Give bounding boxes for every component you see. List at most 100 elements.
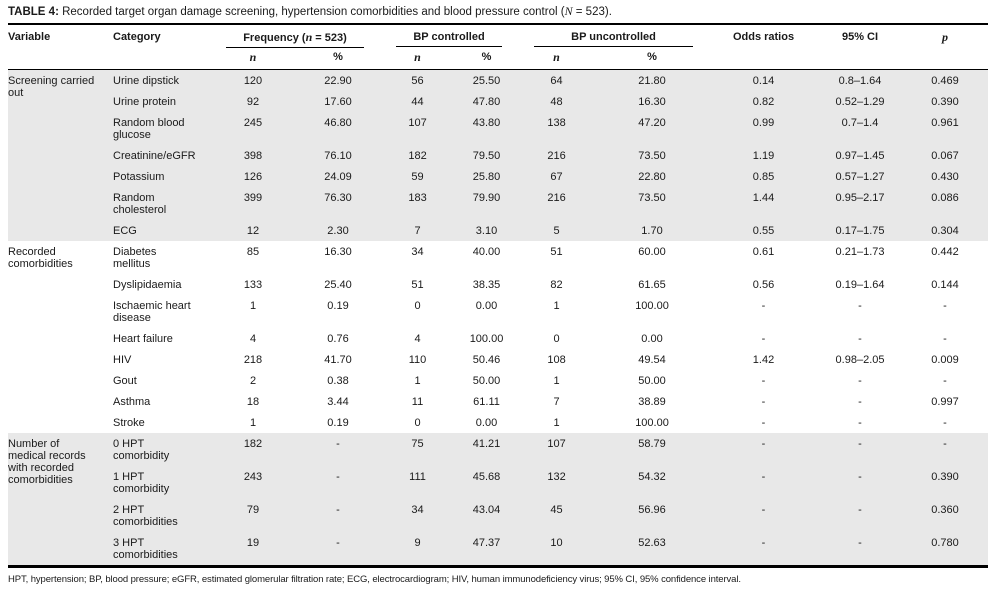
header-category: Category — [110, 25, 210, 70]
freq-n-cell: 19 — [210, 532, 296, 567]
table-row: Random blood glucose 245 46.80 107 43.80… — [8, 112, 989, 145]
variable-cell: Number of medical records with recorded … — [8, 433, 110, 567]
bp-controlled-pct-cell: 50.00 — [472, 375, 501, 387]
bp-controlled-n-cell: 59 — [380, 166, 456, 187]
p-cell: - — [902, 433, 989, 466]
header-row-sub: n % n % n % — [8, 48, 988, 70]
table-row: Dyslipidaemia 133 25.40 51 38.35 82 61.6… — [8, 274, 988, 295]
bp-controlled-group-underline — [396, 46, 503, 47]
ci-cell: 0.97–1.45 — [818, 145, 903, 166]
bp-controlled-n-cell: 34 — [380, 499, 456, 532]
freq-n-cell: 133 — [243, 279, 263, 291]
bp-uncontrolled-n-cell: 48 — [518, 91, 596, 112]
ci-cell: 0.21–1.73 — [835, 246, 885, 258]
bp-uncontrolled-pct-cell: 16.30 — [595, 91, 710, 112]
odds-ratio-cell: - — [709, 499, 819, 532]
bp-uncontrolled-n-cell: 51 — [550, 246, 563, 258]
category-cell: Ischaemic heart disease — [113, 300, 191, 324]
freq-pct-cell: - — [296, 466, 381, 499]
ci-cell: 0.17–1.75 — [818, 220, 903, 241]
ci-cell: - — [858, 300, 862, 312]
p-cell: 0.390 — [902, 91, 989, 112]
freq-pct-cell: 0.19 — [327, 300, 349, 312]
category-cell: Asthma — [113, 396, 151, 408]
table-title-label: TABLE 4: — [8, 6, 59, 18]
bp-controlled-pct-cell: 0.00 — [475, 300, 498, 312]
bp-uncontrolled-pct-cell: 1.70 — [595, 220, 710, 241]
header-odds-ratios: Odds ratios — [709, 25, 819, 70]
ci-cell: 0.7–1.4 — [818, 112, 903, 145]
table-title: TABLE 4: Recorded target organ damage sc… — [8, 4, 988, 25]
odds-ratio-cell: 1.44 — [709, 187, 819, 220]
section-screening: Screening carried out Urine dipstick 120… — [8, 69, 989, 241]
bp-uncontrolled-pct-cell: 73.50 — [595, 145, 710, 166]
bp-controlled-pct-cell: 40.00 — [472, 246, 501, 258]
category-cell: Stroke — [113, 417, 145, 429]
data-table: Variable Category Frequency (n = 523) BP… — [8, 25, 989, 568]
bp-controlled-n-cell: 182 — [380, 145, 456, 166]
bp-uncontrolled-n-cell: 64 — [518, 69, 596, 91]
table-row: Number of medical records with recorded … — [8, 433, 989, 567]
bp-controlled-n-cell: 75 — [380, 433, 456, 466]
p-cell: - — [943, 300, 947, 312]
ci-cell: 0.57–1.27 — [818, 166, 903, 187]
bp-controlled-n-cell: 110 — [408, 354, 427, 366]
table-row: Creatinine/eGFR 398 76.10 182 79.50 216 … — [8, 145, 989, 166]
bp-controlled-pct-cell: 43.04 — [455, 499, 519, 532]
category-cell: Creatinine/eGFR — [110, 145, 210, 166]
bp-uncontrolled-n-cell: 216 — [518, 187, 596, 220]
bp-controlled-pct-cell: 41.21 — [455, 433, 519, 466]
table-row: Random cholesterol 399 76.30 183 79.90 2… — [8, 187, 989, 220]
p-cell: 0.086 — [902, 187, 989, 220]
bp-controlled-n-cell: 4 — [414, 333, 421, 345]
odds-ratio-cell: 0.14 — [709, 69, 819, 91]
bp-controlled-pct-cell: 61.11 — [473, 396, 500, 408]
header-frequency-text: Frequency ( — [243, 32, 306, 44]
ci-cell: 0.98–2.05 — [835, 354, 885, 366]
bp-controlled-pct-cell: 100.00 — [469, 333, 504, 345]
table-row: Gout 2 0.38 1 50.00 1 50.00 - - - — [8, 370, 988, 391]
category-cell: 3 HPT comorbidities — [110, 532, 210, 567]
p-cell: 0.304 — [902, 220, 989, 241]
ci-cell: - — [818, 466, 903, 499]
bp-uncontrolled-n-cell: 10 — [518, 532, 596, 567]
header-bp-uncontrolled-group: BP uncontrolled — [518, 25, 709, 48]
header-ci: 95% CI — [818, 25, 903, 70]
table-title-n-symbol: N — [564, 4, 573, 18]
bp-controlled-pct-cell: 43.80 — [455, 112, 519, 145]
p-cell: - — [943, 375, 947, 387]
bp-uncontrolled-n-cell: 82 — [550, 279, 563, 291]
category-cell: ECG — [110, 220, 210, 241]
bp-controlled-n-cell: 111 — [380, 466, 456, 499]
bp-uncontrolled-n-cell: 0 — [553, 333, 560, 345]
odds-ratio-cell: - — [761, 333, 766, 345]
bp-uncontrolled-pct-cell: 100.00 — [635, 417, 669, 429]
freq-n-cell: 85 — [246, 246, 260, 258]
p-cell: 0.009 — [931, 354, 959, 366]
bp-controlled-pct-cell: 3.10 — [455, 220, 519, 241]
odds-ratio-cell: 0.82 — [709, 91, 819, 112]
bp-uncontrolled-pct-cell: 38.89 — [638, 396, 666, 408]
bp-controlled-n-cell: 56 — [380, 69, 456, 91]
freq-n-cell: 245 — [210, 112, 296, 145]
category-cell: Dyslipidaemia — [113, 279, 182, 291]
bp-uncontrolled-pct-cell: 0.00 — [641, 333, 663, 345]
freq-pct-cell: 0.76 — [327, 333, 349, 345]
section-record-counts: Number of medical records with recorded … — [8, 433, 989, 567]
table-title-text: Recorded target organ damage screening, … — [58, 6, 565, 18]
p-cell: 0.430 — [902, 166, 989, 187]
freq-n-cell: 79 — [210, 499, 296, 532]
table-row: Screening carried out Urine dipstick 120… — [8, 69, 989, 241]
bp-controlled-n-cell: 7 — [380, 220, 456, 241]
variable-cell: Screening carried out — [8, 69, 110, 241]
freq-pct-cell: - — [296, 499, 381, 532]
ci-cell: - — [858, 333, 862, 345]
bp-uncontrolled-pct-cell: 50.00 — [638, 375, 666, 387]
odds-ratio-cell: 0.55 — [709, 220, 819, 241]
freq-pct-cell: - — [296, 433, 381, 466]
bp-uncontrolled-n-cell: 45 — [518, 499, 596, 532]
freq-pct-cell: 76.30 — [296, 187, 381, 220]
subheader-freq-n: n — [210, 48, 296, 70]
freq-pct-cell: 41.70 — [324, 354, 352, 366]
